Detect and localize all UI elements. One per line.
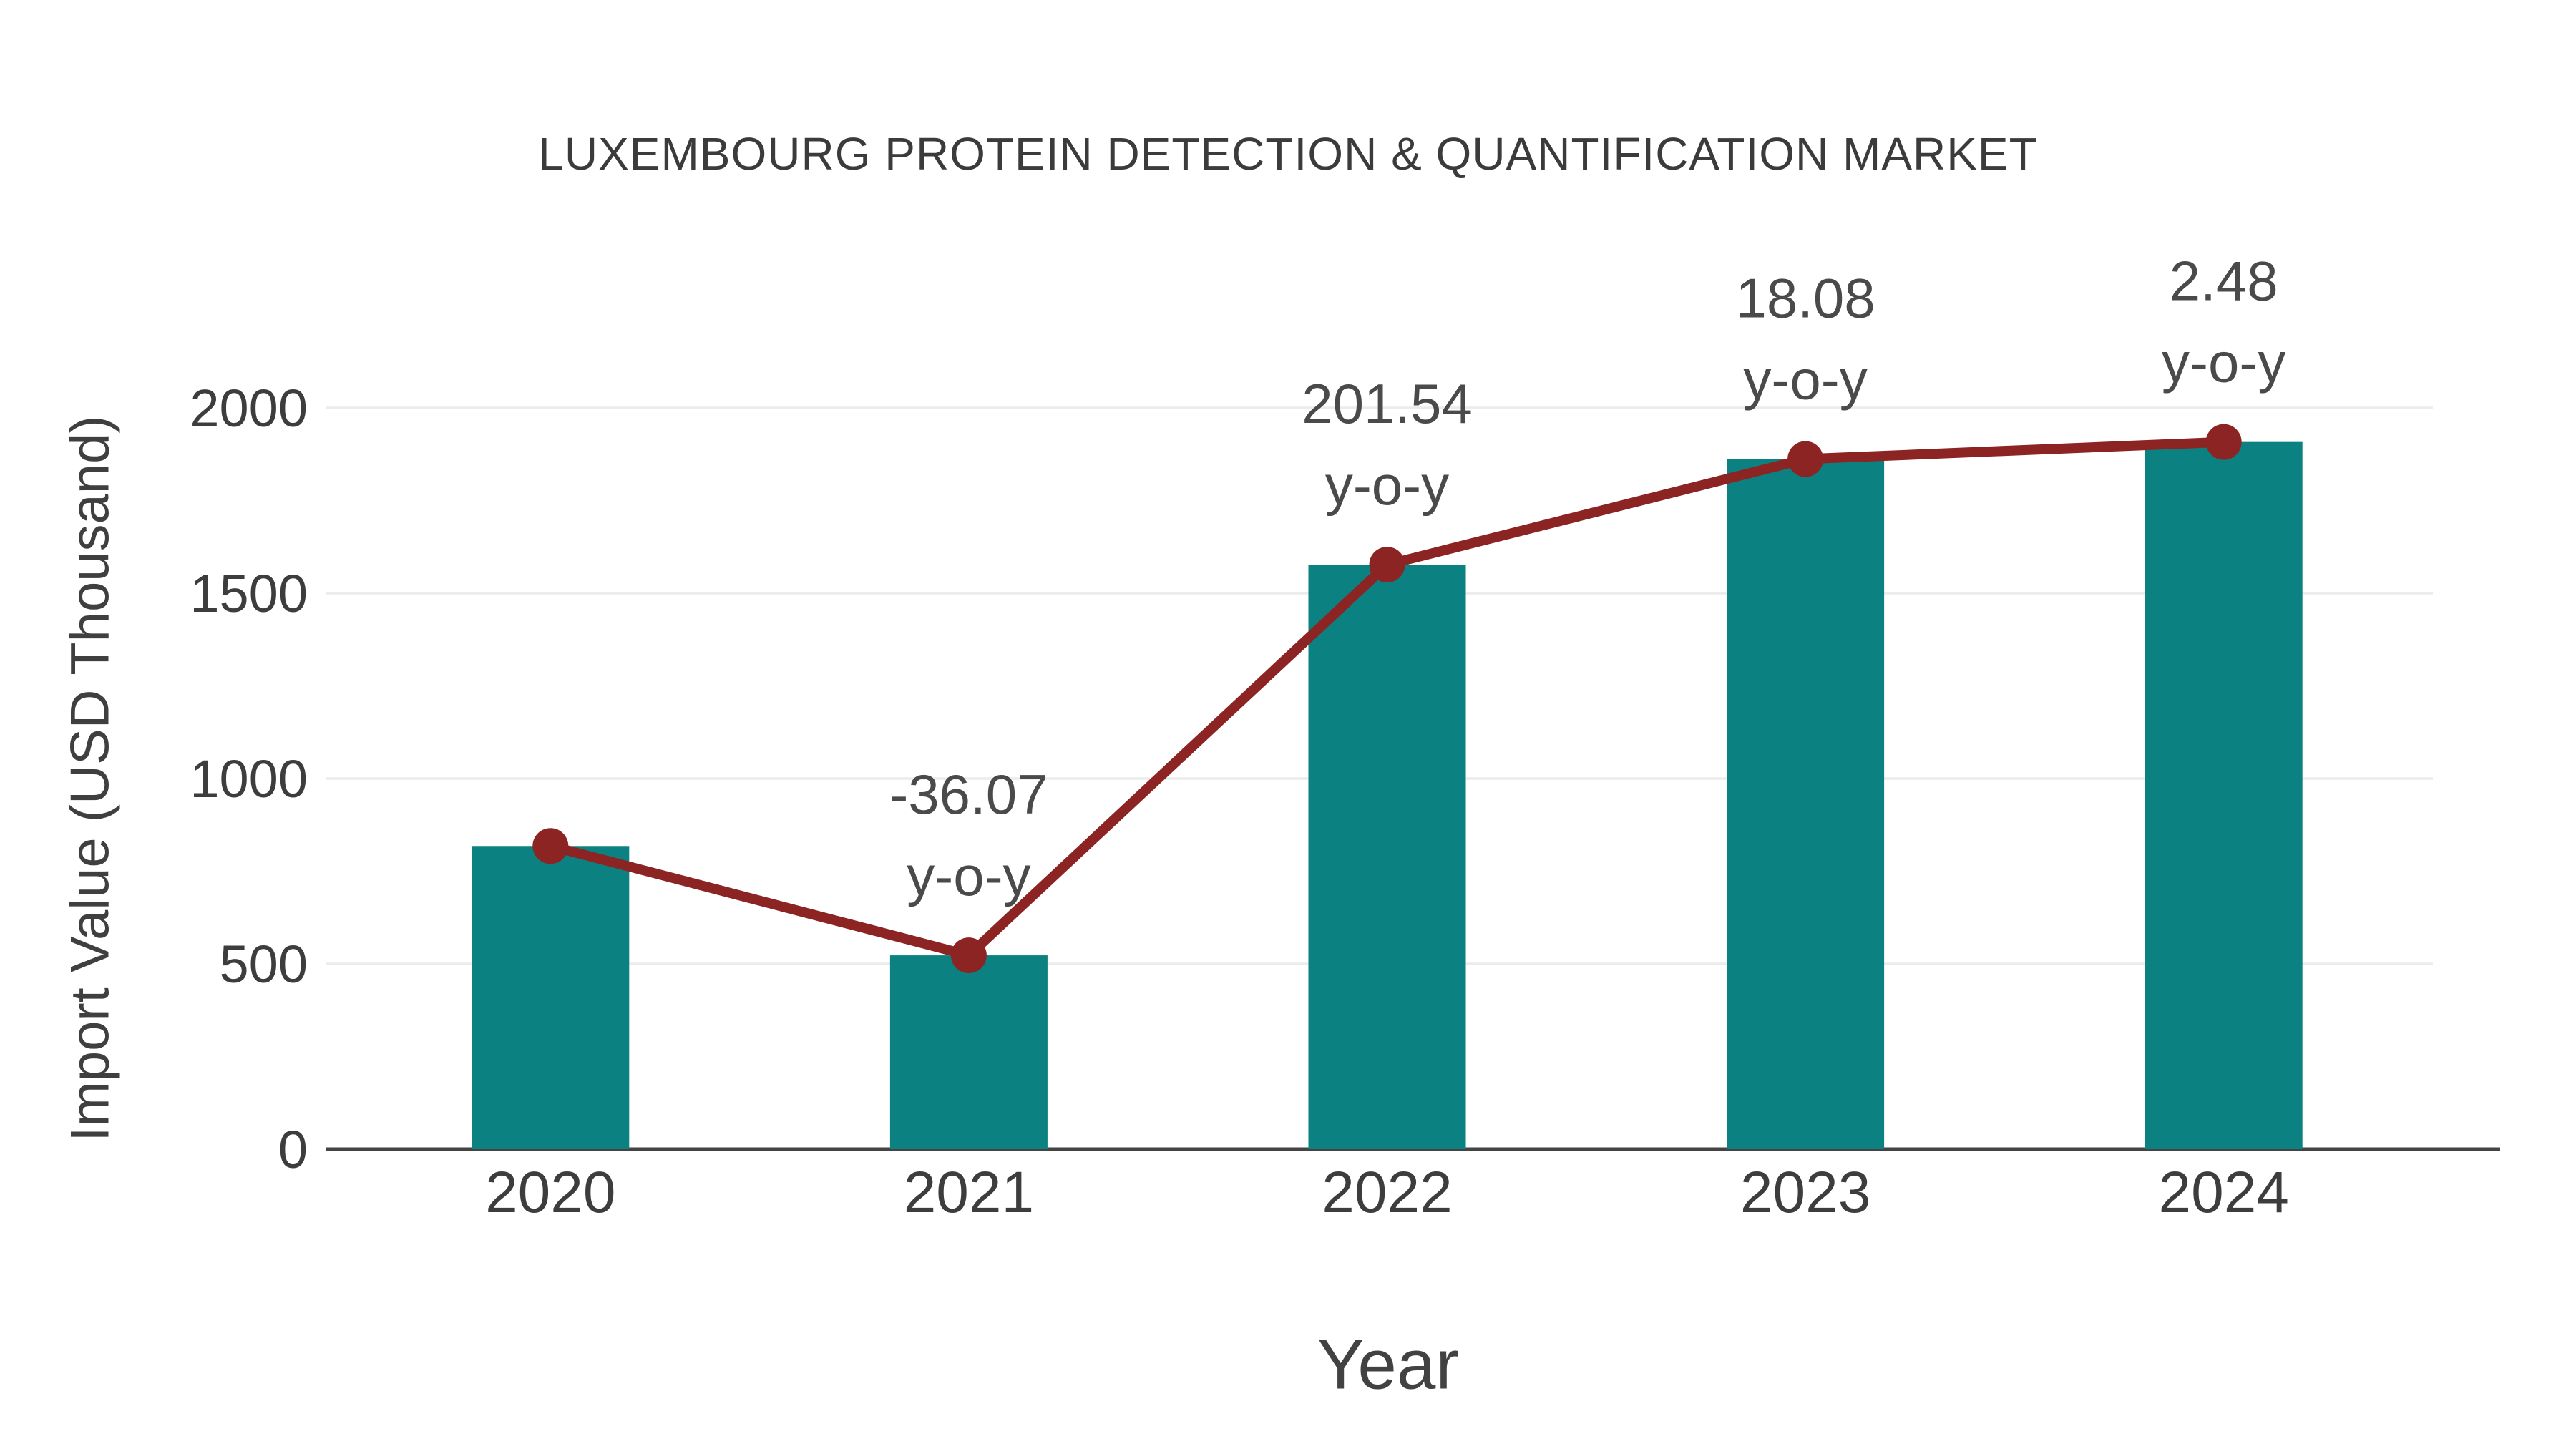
x-axis-title: Year — [1317, 1324, 1460, 1404]
trend-point-2024 — [2205, 424, 2242, 460]
annotation-suffix-2022: y-o-y — [1325, 454, 1449, 517]
bar-2020 — [472, 846, 630, 1149]
bar-2023 — [1727, 459, 1885, 1149]
trend-point-2022 — [1369, 547, 1405, 583]
y-tick-label-1500: 1500 — [190, 564, 308, 623]
x-tick-label-2022: 2022 — [1322, 1160, 1452, 1225]
x-tick-label-2021: 2021 — [904, 1160, 1034, 1225]
trend-point-2020 — [532, 828, 569, 864]
x-tick-label-2023: 2023 — [1740, 1160, 1870, 1225]
trend-point-2021 — [950, 937, 987, 974]
y-tick-label-500: 500 — [220, 935, 308, 994]
y-tick-label-2000: 2000 — [190, 379, 308, 438]
bar-2022 — [1308, 565, 1466, 1149]
annotation-value-2024: 2.48 — [2170, 250, 2278, 313]
x-tick-label-2024: 2024 — [2158, 1160, 2288, 1225]
y-tick-label-1000: 1000 — [190, 749, 308, 809]
annotation-value-2021: -36.07 — [889, 763, 1048, 826]
x-tick-label-2020: 2020 — [485, 1160, 615, 1225]
annotation-suffix-2023: y-o-y — [1743, 348, 1867, 411]
annotation-value-2023: 18.08 — [1735, 266, 1875, 329]
bar-2024 — [2145, 441, 2303, 1149]
annotation-suffix-2021: y-o-y — [907, 844, 1030, 907]
chart-title: LUXEMBOURG PROTEIN DETECTION & QUANTIFIC… — [538, 128, 2038, 180]
trend-point-2023 — [1787, 441, 1824, 477]
annotation-value-2022: 201.54 — [1302, 372, 1473, 435]
y-tick-label-0: 0 — [278, 1120, 308, 1179]
annotation-suffix-2024: y-o-y — [2162, 331, 2285, 394]
bar-2021 — [889, 955, 1048, 1149]
